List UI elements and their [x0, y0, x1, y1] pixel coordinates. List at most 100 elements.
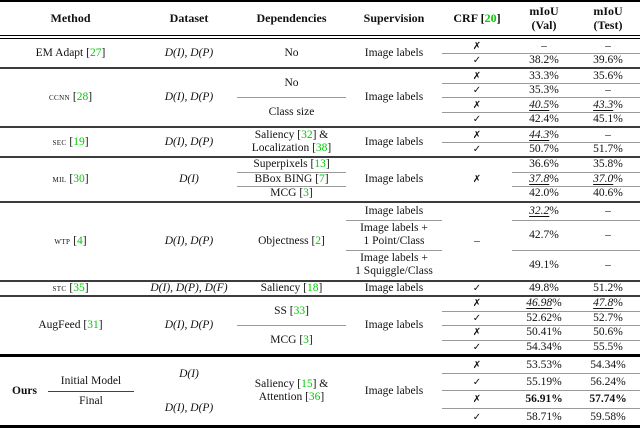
miou-test-cell: 52.7%	[576, 310, 640, 326]
table-row: Class size ✗ 40.5% 43.3%	[0, 97, 640, 128]
dependencies-cell: Objectness [2]	[237, 200, 346, 281]
miou-test-cell: 51.7%	[576, 141, 640, 158]
supervision-cell: Image labels	[346, 67, 442, 128]
miou-test-cell: –	[576, 126, 640, 143]
dependencies-cell: No	[237, 67, 346, 98]
miou-test-cell: 35.8%	[576, 156, 640, 173]
supervision-cell: Image labels	[346, 200, 442, 221]
dependencies-cell: Saliency [18]	[237, 279, 346, 297]
citation-link[interactable]: 38	[315, 142, 328, 155]
miou-val-cell: 42.0%	[512, 186, 576, 202]
table-row: MCG [3] 42.0% 40.6%	[0, 186, 640, 202]
crf-mark: –	[442, 200, 512, 281]
check-icon: ✓	[472, 85, 482, 97]
miou-test-cell: 55.5%	[576, 339, 640, 356]
table-row: stc [35] D(I), D(P), D(F) Saliency [18] …	[0, 279, 640, 297]
dependencies-cell: BBox BING [7]	[237, 171, 346, 187]
miou-val-cell: 50.41%	[512, 325, 576, 341]
miou-val-cell: 32.2%	[512, 200, 576, 221]
miou-test-cell: –	[576, 219, 640, 251]
col-header-crf: CRF [20]	[442, 1, 512, 40]
dependencies-cell: MCG [3]	[237, 186, 346, 202]
dataset-cell: D(I), D(P)	[141, 200, 237, 281]
crf-mark: ✓	[442, 141, 512, 158]
citation-link[interactable]: 33	[293, 304, 306, 317]
check-icon: ✓	[472, 341, 482, 353]
crf-mark: ✓	[442, 111, 512, 128]
table-row: mil [30] D(I) Superpixels [13] Image lab…	[0, 156, 640, 202]
miou-val-cell: 42.7%	[512, 219, 576, 251]
table-row: ✓ 54.34% 55.5%	[0, 339, 640, 356]
citation-link[interactable]: 28	[76, 91, 89, 104]
table-row: ✓ 42.4% 45.1%	[0, 111, 640, 128]
table-row: wtp [4] D(I), D(P) Objectness [2] Image …	[0, 200, 640, 281]
crf-mark: ✓	[442, 372, 512, 391]
dependencies-cell: Class size	[237, 97, 346, 128]
table-row: ✓ 35.3% –	[0, 82, 640, 98]
dataset-cell: D(I), D(P), D(F)	[141, 279, 237, 297]
citation-link[interactable]: 27	[89, 46, 102, 59]
ours-initial-model-label: Initial Model	[60, 374, 122, 387]
miou-test-cell: 40.6%	[576, 186, 640, 202]
citation-link[interactable]: 3	[303, 187, 309, 200]
method-cell-ccnn: ccnn [28]	[0, 67, 141, 128]
miou-test-cell: 47.8%	[576, 295, 640, 312]
citation-link[interactable]: 3	[303, 333, 309, 346]
supervision-cell: Image labels +1 Point/Class	[346, 219, 442, 251]
table-row: ✓ 55.19% 56.24%	[0, 372, 640, 391]
table-row: D(I), D(P) ✗ 56.91% 57.74%	[0, 390, 640, 414]
method-cell-stc: stc [35]	[0, 279, 141, 297]
method-cell-sec: sec [19]	[0, 126, 141, 158]
crf-mark: ✓	[442, 52, 512, 69]
miou-test-cell: 56.24%	[576, 372, 640, 391]
table-row: AugFeed [31] D(I), D(P) SS [33] Image la…	[0, 295, 640, 356]
citation-link[interactable]: 7	[318, 172, 325, 185]
miou-val-cell: 44.3%	[512, 126, 576, 143]
miou-val-cell: 49.8%	[512, 279, 576, 297]
cross-icon: ✗	[472, 70, 482, 82]
miou-test-cell: –	[576, 36, 640, 54]
cross-icon: ✗	[472, 298, 482, 310]
citation-link[interactable]: 35	[73, 281, 85, 294]
check-icon: ✓	[472, 282, 482, 294]
miou-val-cell: 56.91%	[512, 390, 576, 409]
citation-link[interactable]: 19	[73, 135, 85, 148]
citation-link[interactable]: 15	[301, 378, 313, 391]
dependencies-cell: SS [33]	[237, 295, 346, 326]
miou-val-cell: 37.8%	[512, 171, 576, 187]
miou-test-cell: 39.6%	[576, 52, 640, 69]
supervision-cell: Image labels	[346, 295, 442, 356]
crf-mark: ✗	[442, 354, 512, 374]
table-row: ccnn [28] D(I), D(P) No Image labels ✗ 3…	[0, 67, 640, 128]
miou-val-cell: 36.6%	[512, 156, 576, 173]
citation-link[interactable]: 2	[315, 234, 322, 247]
citation-link[interactable]: 13	[314, 158, 326, 171]
citation-link[interactable]: 4	[77, 234, 83, 247]
citation-link[interactable]: 30	[73, 172, 85, 185]
check-icon: ✓	[472, 411, 482, 423]
method-cell-augfeed: AugFeed [31]	[0, 295, 141, 356]
miou-val-cell: 55.19%	[512, 372, 576, 391]
miou-test-cell: –	[576, 249, 640, 281]
ours-final-label: Final	[79, 394, 103, 407]
table-row: Ours Initial Model Final D(I) Saliency […	[0, 354, 640, 427]
supervision-cell: Image labels	[346, 354, 442, 427]
citation-link[interactable]: 31	[87, 319, 99, 332]
miou-val-cell: 46.98%	[512, 295, 576, 312]
dataset-cell: D(I)	[141, 156, 237, 202]
header-row: Method Dataset Dependencies Supervision …	[0, 1, 640, 40]
citation-link[interactable]: 36	[308, 391, 321, 404]
citation-link[interactable]: 20	[484, 10, 497, 25]
miou-test-cell: 59.58%	[576, 408, 640, 427]
method-cell-em-adapt: EM Adapt [27]	[0, 36, 141, 69]
cross-icon: ✗	[472, 40, 482, 52]
dataset-cell: D(I), D(P)	[141, 295, 237, 356]
dataset-cell: D(I), D(P)	[141, 67, 237, 128]
method-cell-wtp: wtp [4]	[0, 200, 141, 281]
citation-link[interactable]: 18	[306, 281, 319, 294]
table-row: BBox BING [7] 37.8% 37.0%	[0, 171, 640, 187]
miou-val-cell: 52.62%	[512, 310, 576, 326]
check-icon: ✓	[472, 376, 482, 388]
citation-link[interactable]: 32	[301, 129, 313, 142]
